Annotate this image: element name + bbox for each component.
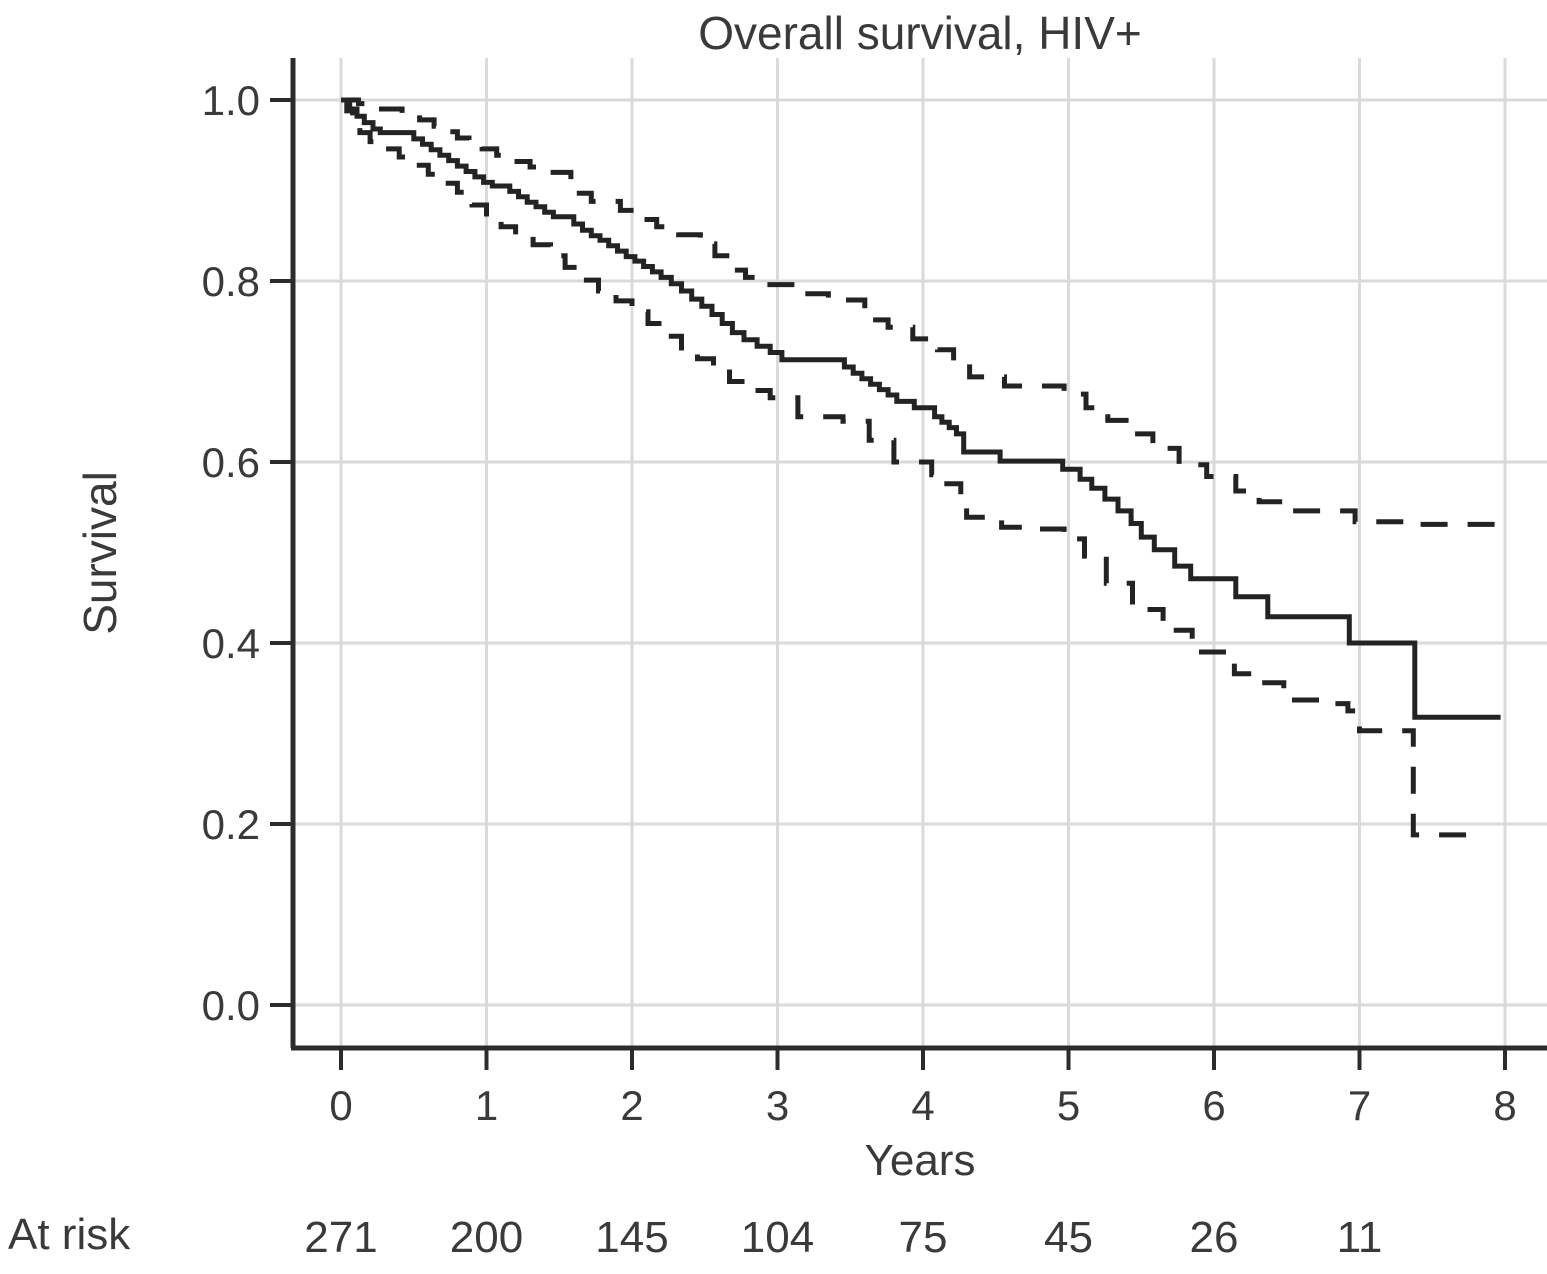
chart-title: Overall survival, HIV+	[698, 7, 1142, 59]
y-tick-label: 0.0	[202, 982, 260, 1029]
x-tick-label: 3	[766, 1082, 789, 1129]
at-risk-label: At risk	[8, 1210, 131, 1259]
x-tick-label: 4	[911, 1082, 934, 1129]
km-upper-ci-curve	[341, 97, 1503, 527]
x-tick-label: 2	[620, 1082, 643, 1129]
y-tick-label: 0.8	[202, 258, 260, 305]
x-tick-label: 6	[1202, 1082, 1225, 1129]
x-tick-label: 8	[1493, 1082, 1516, 1129]
y-tick-label: 0.2	[202, 801, 260, 848]
at-risk-count: 104	[741, 1213, 814, 1262]
at-risk-count: 75	[899, 1213, 948, 1262]
km-lower-ci-curve	[341, 97, 1484, 838]
at-risk-count: 145	[595, 1213, 668, 1262]
y-tick-label: 1.0	[202, 77, 260, 124]
x-axis-title: Years	[864, 1136, 976, 1185]
x-tick-label: 1	[475, 1082, 498, 1129]
x-tick-label: 5	[1057, 1082, 1080, 1129]
at-risk-count: 11	[1337, 1213, 1383, 1262]
at-risk-count: 271	[304, 1213, 377, 1262]
at-risk-count: 200	[450, 1213, 523, 1262]
at-risk-count: 45	[1044, 1213, 1093, 1262]
at-risk-count: 26	[1190, 1213, 1239, 1262]
y-tick-label: 0.4	[202, 620, 260, 667]
y-tick-label: 0.6	[202, 439, 260, 486]
x-tick-label: 0	[329, 1082, 352, 1129]
x-tick-label: 7	[1348, 1082, 1371, 1129]
km-solid-curve	[341, 97, 1501, 720]
